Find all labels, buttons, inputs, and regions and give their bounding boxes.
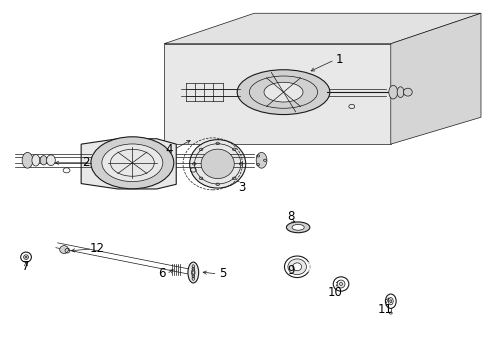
- Text: 9: 9: [286, 264, 294, 277]
- Polygon shape: [390, 13, 480, 144]
- Text: 4: 4: [165, 143, 172, 156]
- Ellipse shape: [23, 255, 28, 260]
- Ellipse shape: [387, 298, 392, 305]
- Ellipse shape: [46, 155, 55, 166]
- Text: 8: 8: [286, 210, 294, 223]
- Text: 12: 12: [90, 242, 104, 255]
- Ellipse shape: [22, 152, 33, 168]
- Ellipse shape: [32, 154, 40, 166]
- Ellipse shape: [336, 280, 344, 288]
- Ellipse shape: [396, 87, 403, 98]
- Ellipse shape: [189, 140, 245, 188]
- Ellipse shape: [40, 156, 47, 165]
- Ellipse shape: [264, 82, 303, 102]
- Ellipse shape: [237, 70, 329, 114]
- Ellipse shape: [60, 246, 68, 253]
- Text: 3: 3: [238, 181, 245, 194]
- Ellipse shape: [286, 222, 309, 233]
- Polygon shape: [163, 13, 480, 44]
- Ellipse shape: [292, 263, 301, 271]
- Ellipse shape: [256, 152, 266, 168]
- Polygon shape: [81, 139, 176, 189]
- Text: 2: 2: [82, 156, 90, 169]
- Text: 10: 10: [326, 287, 342, 300]
- Text: 6: 6: [158, 267, 165, 280]
- Text: 11: 11: [377, 303, 392, 316]
- Ellipse shape: [291, 225, 304, 230]
- Ellipse shape: [287, 259, 306, 275]
- Ellipse shape: [102, 144, 163, 181]
- Ellipse shape: [187, 262, 198, 283]
- Polygon shape: [163, 44, 390, 144]
- Ellipse shape: [201, 149, 234, 179]
- Ellipse shape: [91, 137, 173, 189]
- Ellipse shape: [403, 88, 411, 96]
- Text: 1: 1: [335, 53, 343, 66]
- Text: 5: 5: [219, 267, 226, 280]
- Ellipse shape: [388, 85, 397, 99]
- Text: 7: 7: [22, 260, 30, 273]
